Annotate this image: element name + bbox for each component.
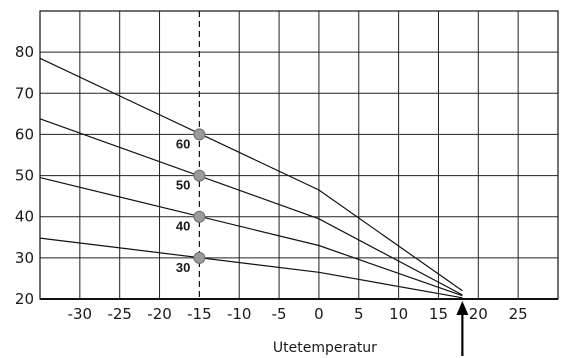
- series-marker-30: [193, 251, 206, 264]
- x-tick-label: -10: [227, 305, 252, 323]
- x-tick-label: 0: [314, 305, 324, 323]
- y-tick-label: 50: [15, 167, 34, 185]
- x-tick-label: -25: [107, 305, 132, 323]
- plot-frame: [39, 10, 559, 300]
- x-tick-label: 5: [354, 305, 364, 323]
- series-line-50: [39, 118, 463, 296]
- x-tick-label: -5: [272, 305, 287, 323]
- series-line-30: [39, 237, 463, 299]
- series-label-60: 60: [176, 136, 190, 151]
- x-tick-label: 10: [389, 305, 408, 323]
- y-tick-label: 80: [15, 43, 34, 61]
- x-tick-label: -20: [147, 305, 172, 323]
- y-tick-label: 20: [15, 290, 34, 308]
- x-tick-label: 25: [509, 305, 528, 323]
- series-line-40: [39, 177, 463, 297]
- x-tick-label: -30: [68, 305, 93, 323]
- series-marker-40: [193, 210, 206, 223]
- series-label-50: 50: [176, 178, 190, 193]
- series-line-60: [39, 57, 463, 292]
- y-tick-label: 60: [15, 125, 34, 143]
- series-label-30: 30: [176, 260, 190, 275]
- y-tick-label: 70: [15, 84, 34, 102]
- x-tick-label: -15: [187, 305, 212, 323]
- series-marker-60: [193, 128, 206, 141]
- series-label-40: 40: [176, 219, 190, 234]
- arrow-head: [456, 301, 469, 315]
- y-tick-label: 30: [15, 249, 34, 267]
- y-tick-label: 40: [15, 208, 34, 226]
- series-marker-50: [193, 169, 206, 182]
- x-axis-label: Utetemperatur: [273, 340, 377, 356]
- x-tick-label: 20: [469, 305, 488, 323]
- x-tick-label: 15: [429, 305, 448, 323]
